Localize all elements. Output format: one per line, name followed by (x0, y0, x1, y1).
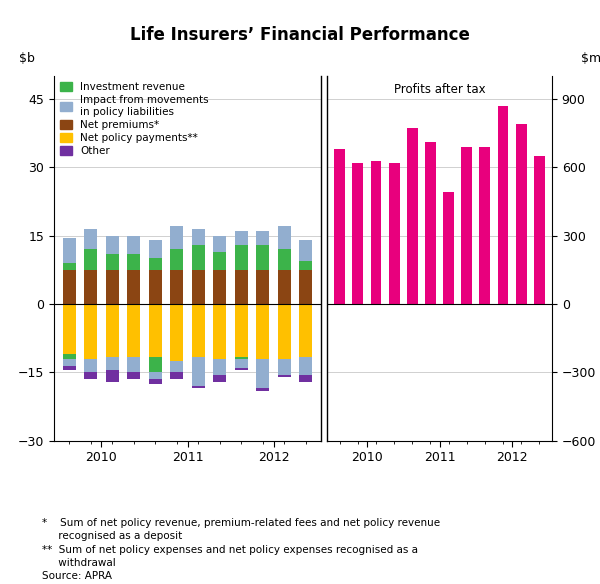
Bar (278, 359, 291, 375)
Bar (299, 260, 313, 270)
Bar (149, 258, 161, 270)
Bar (352, 162, 363, 304)
Bar (214, 375, 226, 381)
Bar (62, 354, 76, 359)
Bar (235, 245, 248, 270)
Bar (256, 270, 269, 304)
Bar (425, 142, 436, 304)
Bar (62, 263, 76, 270)
Bar (407, 128, 418, 304)
Bar (479, 147, 490, 304)
Bar (127, 235, 140, 254)
Bar (62, 304, 76, 354)
Bar (516, 124, 527, 304)
Bar (149, 380, 161, 384)
Bar (170, 304, 183, 361)
Text: Life Insurers’ Financial Performance: Life Insurers’ Financial Performance (130, 26, 470, 44)
Bar (299, 240, 313, 260)
Bar (62, 238, 76, 263)
Bar (170, 249, 183, 270)
Bar (497, 106, 508, 304)
Bar (461, 147, 472, 304)
Bar (334, 149, 345, 304)
Bar (127, 304, 140, 356)
Bar (106, 270, 119, 304)
Bar (235, 304, 248, 356)
Bar (127, 373, 140, 380)
Bar (192, 229, 205, 245)
Bar (149, 240, 161, 258)
Bar (299, 375, 313, 381)
Text: Profits after tax: Profits after tax (394, 84, 485, 96)
Bar (299, 270, 313, 304)
Bar (235, 368, 248, 370)
Bar (106, 356, 119, 370)
Bar (192, 386, 205, 388)
Bar (84, 304, 97, 359)
Bar (443, 192, 454, 304)
Bar (170, 361, 183, 373)
Bar (214, 270, 226, 304)
Bar (192, 356, 205, 386)
Bar (62, 366, 76, 370)
Bar (127, 356, 140, 373)
Bar (371, 161, 382, 304)
Bar (278, 227, 291, 249)
Bar (389, 162, 400, 304)
Bar (84, 359, 97, 373)
Bar (278, 304, 291, 359)
Bar (256, 231, 269, 245)
Bar (149, 356, 161, 373)
Bar (214, 304, 226, 359)
Bar (192, 270, 205, 304)
Bar (235, 356, 248, 359)
Bar (299, 356, 313, 375)
Bar (192, 245, 205, 270)
Bar (192, 304, 205, 356)
Bar (170, 227, 183, 249)
Bar (84, 373, 97, 380)
Bar (278, 249, 291, 270)
Bar (170, 270, 183, 304)
Bar (214, 359, 226, 375)
Bar (149, 373, 161, 380)
Bar (214, 252, 226, 270)
Text: $b: $b (19, 52, 35, 65)
Text: $m: $m (581, 52, 600, 65)
Bar (84, 270, 97, 304)
Bar (256, 388, 269, 391)
Bar (127, 254, 140, 270)
Bar (149, 270, 161, 304)
Bar (106, 304, 119, 356)
Bar (256, 245, 269, 270)
Bar (256, 304, 269, 359)
Bar (278, 375, 291, 377)
Bar (256, 359, 269, 388)
Bar (235, 231, 248, 245)
Bar (170, 373, 183, 380)
Bar (149, 304, 161, 356)
Bar (127, 270, 140, 304)
Bar (235, 270, 248, 304)
Bar (106, 235, 119, 254)
Bar (106, 370, 119, 381)
Bar (534, 156, 545, 304)
Text: *    Sum of net policy revenue, premium-related fees and net policy revenue
    : * Sum of net policy revenue, premium-rel… (42, 518, 440, 581)
Legend: Investment revenue, Impact from movements
in policy liabilities, Net premiums*, : Investment revenue, Impact from movement… (59, 81, 210, 157)
Bar (84, 249, 97, 270)
Bar (299, 304, 313, 356)
Bar (62, 359, 76, 366)
Bar (62, 270, 76, 304)
Bar (106, 254, 119, 270)
Bar (214, 235, 226, 252)
Bar (235, 359, 248, 368)
Bar (278, 270, 291, 304)
Bar (84, 229, 97, 249)
